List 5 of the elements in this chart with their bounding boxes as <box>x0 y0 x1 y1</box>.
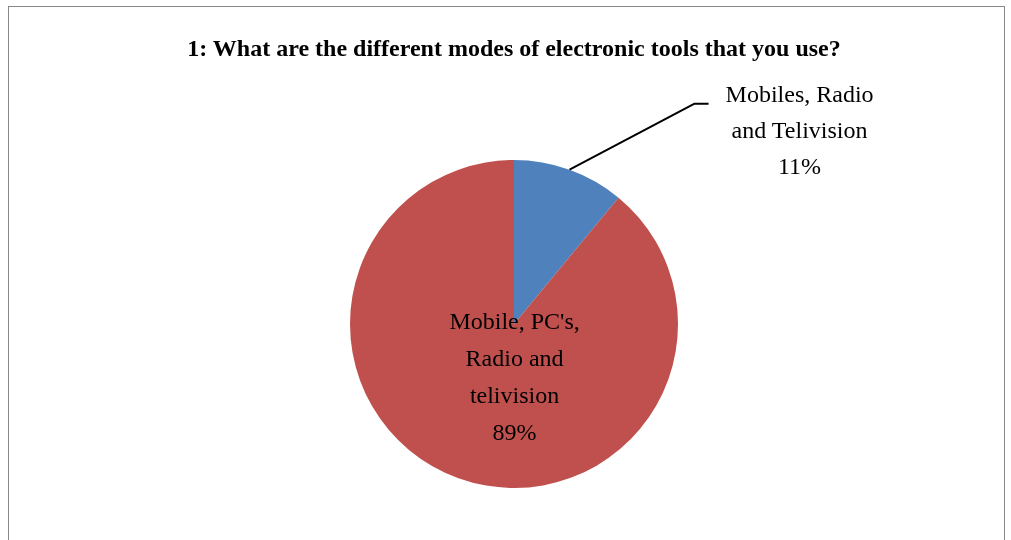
chart-title: 1: What are the different modes of electronic tools that you use? <box>187 35 841 62</box>
data-label: 11% <box>778 152 822 179</box>
slice-label: Mobiles, Radio and Telivision <box>725 80 874 143</box>
slice-label: Mobile, PC's, Radio and telivision <box>449 307 580 408</box>
data-label: 89% <box>492 418 537 445</box>
